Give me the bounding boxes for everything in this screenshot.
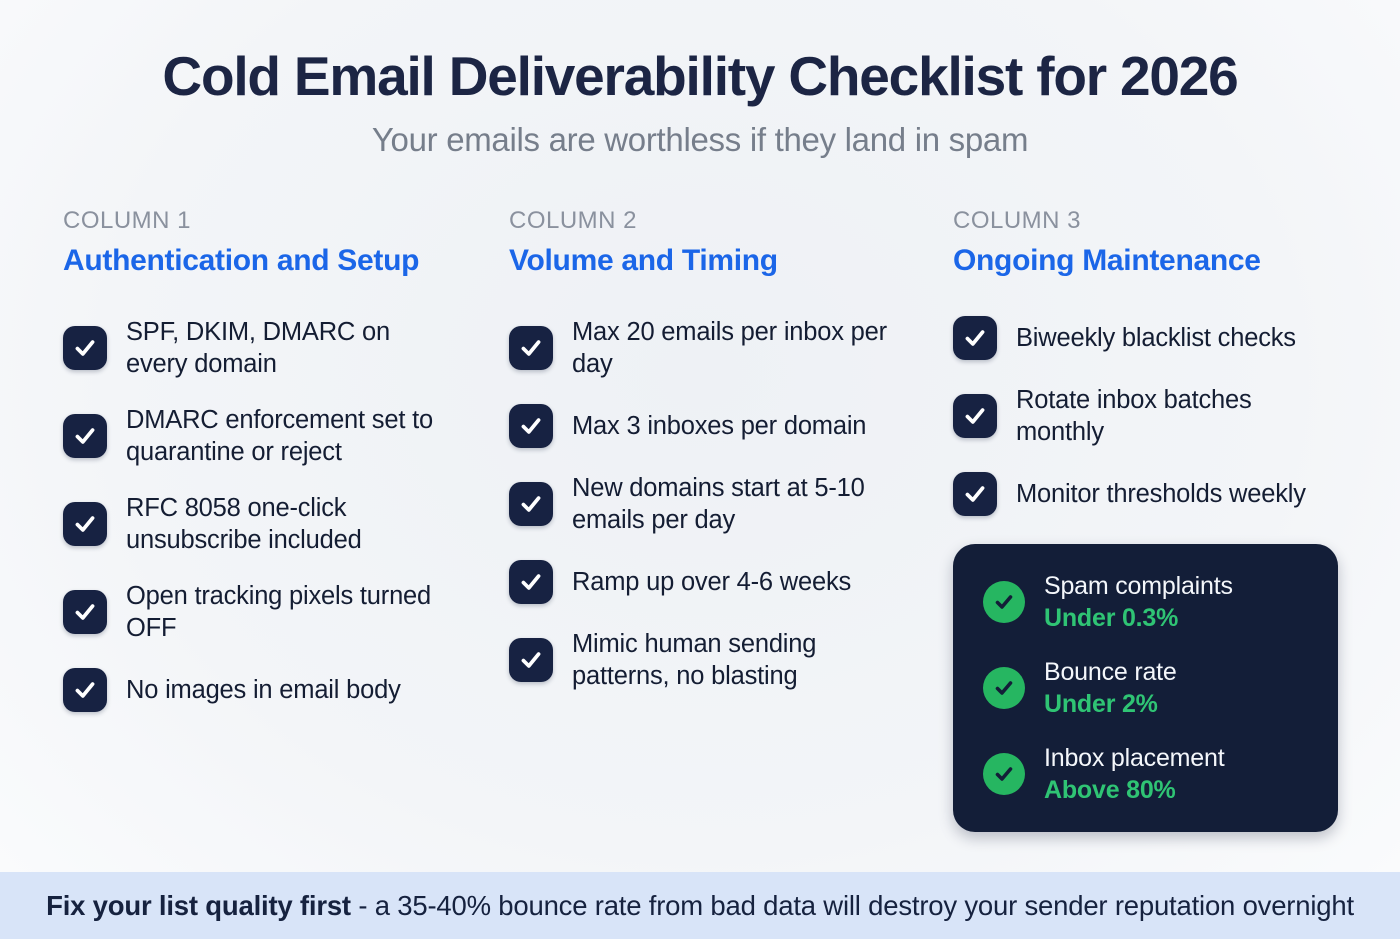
list-item: Max 3 inboxes per domain <box>509 403 953 448</box>
checked-checkbox[interactable] <box>509 559 553 604</box>
list-item: No images in email body <box>63 667 509 712</box>
item-label: Max 3 inboxes per domain <box>572 411 867 440</box>
stat-label: Spam complaints <box>1044 571 1233 600</box>
checked-checkbox[interactable] <box>509 637 553 682</box>
item-label: Mimic human sending patterns, no blastin… <box>572 629 817 690</box>
column-1-heading: Authentication and Setup <box>63 243 420 277</box>
check-icon <box>75 427 95 444</box>
stat-text: Bounce rate Under 2% <box>1044 656 1177 720</box>
stat-label: Bounce rate <box>1044 657 1177 686</box>
check-circle-icon <box>983 666 1025 709</box>
column-2-eyebrow: COLUMN 2 <box>509 206 638 234</box>
checked-checkbox[interactable] <box>953 393 997 438</box>
stat-value: Above 80% <box>1044 775 1176 804</box>
check-icon <box>521 495 541 512</box>
list-item: Monitor thresholds weekly <box>953 471 1338 516</box>
check-icon <box>75 603 95 620</box>
checked-checkbox[interactable] <box>63 413 107 458</box>
checklist-columns: COLUMN 1 Authentication and Setup SPF, D… <box>0 207 1400 832</box>
column-1-eyebrow: COLUMN 1 <box>63 206 192 234</box>
stat-label: Inbox placement <box>1044 743 1225 772</box>
item-label: Max 20 emails per inbox per day <box>572 317 887 378</box>
target-metrics-card: Spam complaints Under 0.3% Bounce rate U… <box>953 543 1338 832</box>
footer-text-bold: Fix your list quality first <box>46 889 351 921</box>
checked-checkbox[interactable] <box>509 325 553 370</box>
stat-row: Spam complaints Under 0.3% <box>983 570 1308 634</box>
list-item: DMARC enforcement set to quarantine or r… <box>63 404 509 468</box>
check-circle-icon <box>983 580 1025 623</box>
check-icon <box>75 339 95 356</box>
column-2-list: Max 20 emails per inbox per day Max 3 in… <box>509 316 953 692</box>
checked-checkbox[interactable] <box>509 403 553 448</box>
page-header: Cold Email Deliverability Checklist for … <box>0 0 1400 159</box>
column-authentication-and-setup: COLUMN 1 Authentication and Setup SPF, D… <box>63 207 509 832</box>
item-label: Rotate inbox batches monthly <box>1016 385 1252 446</box>
item-label: No images in email body <box>126 675 401 704</box>
column-ongoing-maintenance: COLUMN 3 Ongoing Maintenance Biweekly bl… <box>953 207 1338 832</box>
item-label: SPF, DKIM, DMARC on every domain <box>126 317 390 378</box>
stat-text: Spam complaints Under 0.3% <box>1044 570 1233 634</box>
footer-text-rest: - a 35-40% bounce rate from bad data wil… <box>350 889 1354 921</box>
stat-row: Bounce rate Under 2% <box>983 656 1308 720</box>
footer-text: Fix your list quality first - a 35-40% b… <box>46 890 1354 922</box>
check-icon <box>965 329 985 346</box>
check-icon <box>75 515 95 532</box>
item-label: RFC 8058 one-click unsubscribe included <box>126 493 362 554</box>
item-label: New domains start at 5-10 emails per day <box>572 473 865 534</box>
checked-checkbox[interactable] <box>63 589 107 634</box>
list-item: Rotate inbox batches monthly <box>953 384 1338 448</box>
stat-row: Inbox placement Above 80% <box>983 742 1308 806</box>
checked-checkbox[interactable] <box>63 667 107 712</box>
check-icon <box>521 417 541 434</box>
column-2-heading: Volume and Timing <box>509 243 778 277</box>
column-3-eyebrow: COLUMN 3 <box>953 206 1082 234</box>
stat-text: Inbox placement Above 80% <box>1044 742 1225 806</box>
item-label: Monitor thresholds weekly <box>1016 479 1306 508</box>
list-item: RFC 8058 one-click unsubscribe included <box>63 492 509 556</box>
column-volume-and-timing: COLUMN 2 Volume and Timing Max 20 emails… <box>509 207 953 832</box>
checked-checkbox[interactable] <box>63 325 107 370</box>
footer-banner: Fix your list quality first - a 35-40% b… <box>0 872 1400 939</box>
item-label: Ramp up over 4-6 weeks <box>572 567 852 596</box>
checked-checkbox[interactable] <box>953 471 997 516</box>
column-1-list: SPF, DKIM, DMARC on every domain DMARC e… <box>63 316 509 712</box>
check-icon <box>965 485 985 502</box>
item-label: Biweekly blacklist checks <box>1016 323 1296 352</box>
list-item: Max 20 emails per inbox per day <box>509 316 953 380</box>
checked-checkbox[interactable] <box>509 481 553 526</box>
list-item: Biweekly blacklist checks <box>953 315 1338 360</box>
list-item: New domains start at 5-10 emails per day <box>509 472 953 536</box>
page-title: Cold Email Deliverability Checklist for … <box>162 45 1238 107</box>
stat-value: Under 0.3% <box>1044 603 1179 632</box>
stat-value: Under 2% <box>1044 689 1158 718</box>
check-icon <box>521 573 541 590</box>
column-3-list: Biweekly blacklist checks Rotate inbox b… <box>953 315 1338 516</box>
check-circle-icon <box>983 752 1025 795</box>
check-icon <box>521 651 541 668</box>
item-label: DMARC enforcement set to quarantine or r… <box>126 405 433 466</box>
checked-checkbox[interactable] <box>953 315 997 360</box>
checked-checkbox[interactable] <box>63 501 107 546</box>
page-subtitle: Your emails are worthless if they land i… <box>371 120 1029 158</box>
check-icon <box>965 407 985 424</box>
item-label: Open tracking pixels turned OFF <box>126 581 432 642</box>
check-icon <box>75 681 95 698</box>
list-item: Ramp up over 4-6 weeks <box>509 559 953 604</box>
list-item: SPF, DKIM, DMARC on every domain <box>63 316 509 380</box>
check-icon <box>521 339 541 356</box>
column-3-heading: Ongoing Maintenance <box>953 243 1261 277</box>
list-item: Mimic human sending patterns, no blastin… <box>509 628 953 692</box>
list-item: Open tracking pixels turned OFF <box>63 580 509 644</box>
